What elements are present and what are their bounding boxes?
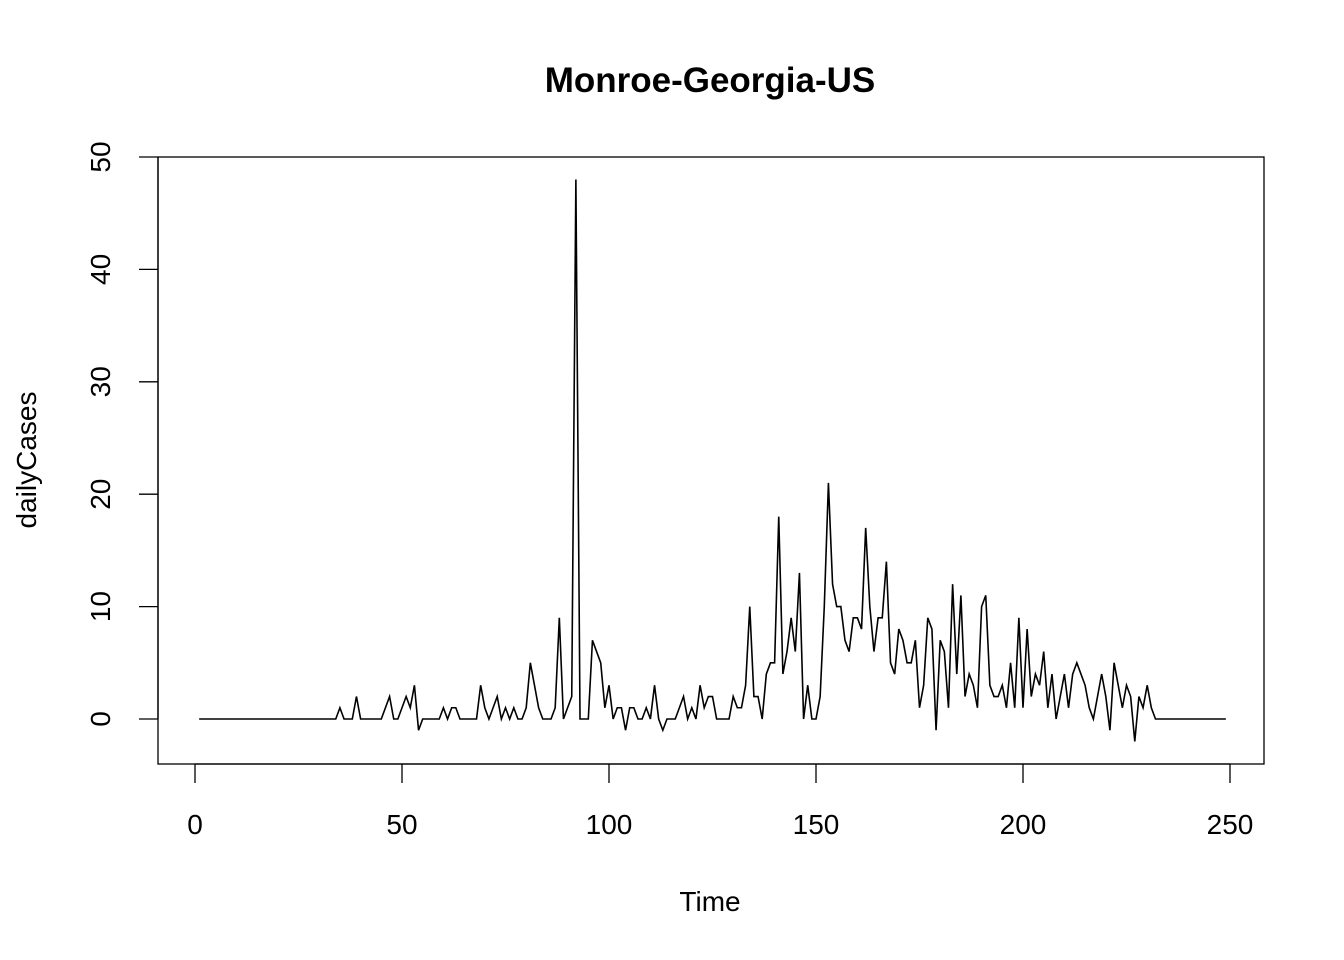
y-tick-label: 40 <box>85 254 116 285</box>
plot-area-frame <box>157 156 1265 765</box>
x-tick-label: 100 <box>586 809 633 840</box>
x-tick-label: 0 <box>187 809 203 840</box>
y-axis-label: dailyCases <box>11 392 42 529</box>
x-axis-label: Time <box>679 886 740 917</box>
x-tick-label: 200 <box>1000 809 1047 840</box>
y-tick-label: 10 <box>85 591 116 622</box>
y-tick-label: 20 <box>85 479 116 510</box>
chart-title: Monroe-Georgia-US <box>545 61 876 100</box>
x-tick-label: 150 <box>793 809 840 840</box>
y-tick-label: 0 <box>85 711 116 727</box>
x-axis: 0 50 100 150 200 250 <box>187 763 1254 840</box>
x-tick-label: 250 <box>1207 809 1254 840</box>
y-axis: 0 10 20 30 40 50 <box>85 141 159 727</box>
x-tick-label: 50 <box>386 809 417 840</box>
y-tick-label: 30 <box>85 366 116 397</box>
series-line <box>199 179 1226 742</box>
y-tick-label: 50 <box>85 141 116 172</box>
